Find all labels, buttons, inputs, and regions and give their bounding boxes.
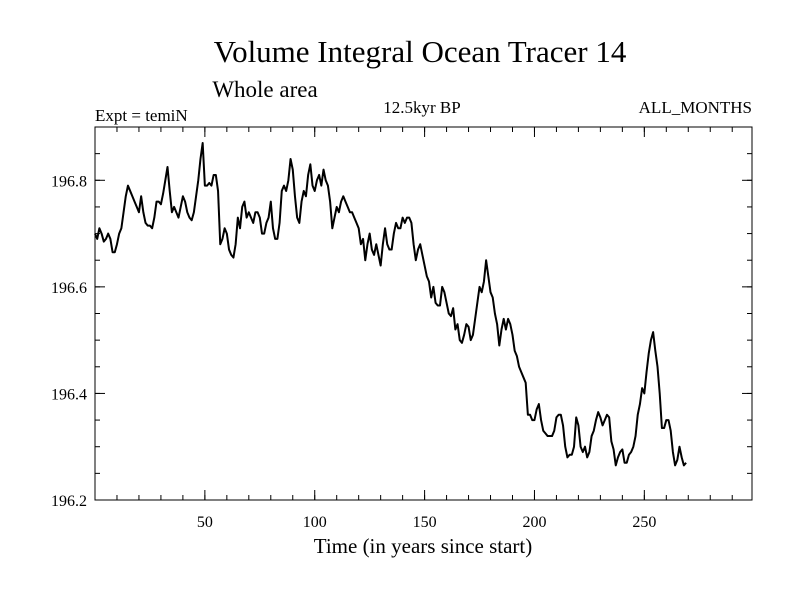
x-axis-label: Time (in years since start)	[314, 534, 533, 558]
chart-title: Volume Integral Ocean Tracer 14	[214, 34, 627, 69]
months-label: ALL_MONTHS	[639, 98, 752, 117]
y-tick-label: 196.4	[51, 386, 87, 403]
x-tick-label: 150	[413, 514, 437, 531]
x-tick-label: 250	[632, 514, 656, 531]
x-tick-label: 50	[197, 514, 213, 531]
y-tick-label: 196.8	[51, 173, 87, 190]
experiment-label: Expt = temiN	[95, 106, 188, 125]
tick-labels: 50 100 150 200 250 196.2 196.4 196.6 196.8	[51, 173, 656, 531]
period-label: 12.5kyr BP	[383, 98, 460, 117]
y-tick-label: 196.6	[51, 280, 87, 297]
x-tick-label: 100	[303, 514, 327, 531]
series-line	[94, 141, 687, 467]
x-tick-label: 200	[522, 514, 546, 531]
chart-subtitle: Whole area	[212, 77, 317, 102]
y-tick-label: 196.2	[51, 493, 87, 510]
plot-frame	[94, 126, 753, 501]
axis-ticks	[95, 127, 752, 501]
